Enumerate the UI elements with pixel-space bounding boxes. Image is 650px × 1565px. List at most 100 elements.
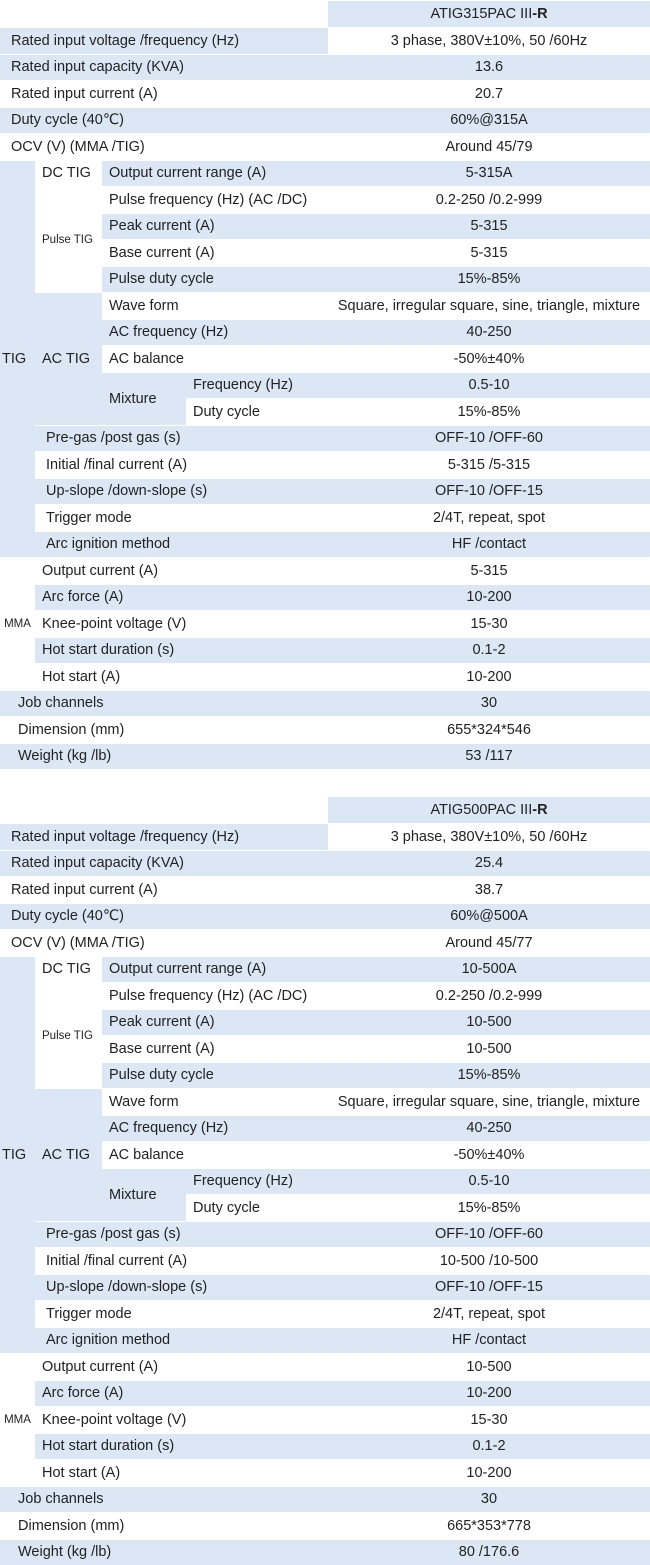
spec-label: Up-slope /down-slope (s) xyxy=(35,477,328,505)
spec-value: Around 45/79 xyxy=(328,133,650,160)
spec-row: Peak current (A) 10-500 xyxy=(0,1008,650,1036)
spec-label: Arc force (A) xyxy=(35,583,328,611)
spec-value: 665*353*778 xyxy=(328,1512,650,1539)
spec-row: Arc force (A) 10-200 xyxy=(0,583,650,611)
spec-label: Output current range (A) xyxy=(102,955,328,983)
ac-tig-label: AC TIG xyxy=(35,292,102,425)
spec-value: 0.2-250 /0.2-999 xyxy=(328,982,650,1009)
spec-row: Rated input voltage /frequency (Hz) 3 pha… xyxy=(0,27,650,54)
spec-value: Around 45/77 xyxy=(328,929,650,956)
spec-label: AC balance xyxy=(102,345,328,372)
spec-row: Hot start duration (s) 0.1-2 xyxy=(0,636,650,664)
spec-row: Arc ignition method HF /contact xyxy=(0,1326,650,1354)
spec-row: Weight (kg /lb) 53 /117 xyxy=(0,742,650,769)
spec-row: AC frequency (Hz) 40-250 xyxy=(0,1114,650,1142)
spec-row: Initial /final current (A) 10-500 /10-500 xyxy=(0,1247,650,1274)
spec-value: 10-500 xyxy=(328,1353,650,1380)
spec-label: Trigger mode xyxy=(35,504,328,531)
spec-value: 15%-85% xyxy=(328,265,650,293)
spec-value: 30 xyxy=(328,689,650,717)
spec-label: Rated input voltage /frequency (Hz) xyxy=(0,823,328,850)
spec-value: 5-315A xyxy=(328,159,650,187)
spec-row: AC TIG Wave form Square, irregular squar… xyxy=(0,292,650,425)
spec-value: 25.4 xyxy=(328,849,650,877)
spec-label: Weight (kg /lb) xyxy=(0,1538,328,1565)
spec-label: Hot start (A) xyxy=(35,1459,328,1486)
spec-label: Rated input voltage /frequency (Hz) xyxy=(0,27,328,54)
spec-label: Dimension (mm) xyxy=(0,1512,328,1539)
spec-label: Output current (A) xyxy=(35,557,328,584)
spec-label: Duty cycle xyxy=(186,398,328,425)
spec-value: 5-315 xyxy=(328,239,650,266)
spec-value: 0.1-2 xyxy=(328,1432,650,1460)
model-name: ATIG315PAC III-R xyxy=(328,0,650,28)
spec-label: Duty cycle (40℃) xyxy=(0,106,328,134)
spec-row: Pre-gas /post gas (s) OFF-10 /OFF-60 xyxy=(0,424,650,452)
spec-label: Hot start (A) xyxy=(35,663,328,690)
spec-value: 10-200 xyxy=(328,1379,650,1407)
spec-table: ATIG500PAC III-R Rated input voltage /fr… xyxy=(0,796,650,1565)
spec-row: AC TIG Wave form Square, irregular squar… xyxy=(0,1088,650,1221)
spec-value: 3 phase, 380V±10%, 50 /60Hz xyxy=(328,27,650,54)
spec-row: Knee-point voltage (V) 15-30 xyxy=(0,1406,650,1433)
spec-value: 0.1-2 xyxy=(328,636,650,664)
spec-value: 40-250 xyxy=(328,1114,650,1142)
dc-tig-label: DC TIG xyxy=(35,955,102,983)
spec-value: HF /contact xyxy=(328,1326,650,1354)
spec-row: Job channels 30 xyxy=(0,689,650,717)
spec-value: 15%-85% xyxy=(328,1194,650,1221)
spec-label: Pulse duty cycle xyxy=(102,265,328,293)
spec-row: Hot start (A) 10-200 xyxy=(0,663,650,690)
spec-label: Hot start duration (s) xyxy=(35,1432,328,1460)
spec-value: 10-500A xyxy=(328,955,650,983)
spec-value: 2/4T, repeat, spot xyxy=(328,1300,650,1327)
model-name: ATIG500PAC III-R xyxy=(328,796,650,824)
spec-row: Knee-point voltage (V) 15-30 xyxy=(0,610,650,637)
spec-row: Mixture Frequency (Hz) 0.5-10 xyxy=(0,371,650,425)
spec-value: 15%-85% xyxy=(328,398,650,425)
spec-label: Pre-gas /post gas (s) xyxy=(35,1220,328,1248)
spec-row: Rated input voltage /frequency (Hz) 3 pha… xyxy=(0,823,650,850)
spec-row: Duty cycle 15%-85% xyxy=(0,398,650,425)
spec-value: 15-30 xyxy=(328,1406,650,1433)
spec-row: Up-slope /down-slope (s) OFF-10 /OFF-15 xyxy=(0,477,650,505)
spec-row: Job channels 30 xyxy=(0,1485,650,1513)
spec-label: Knee-point voltage (V) xyxy=(35,610,328,637)
spec-label: Job channels xyxy=(0,689,328,717)
spec-label: Trigger mode xyxy=(35,1300,328,1327)
spec-value: 655*324*546 xyxy=(328,716,650,743)
spec-value: OFF-10 /OFF-60 xyxy=(328,1220,650,1248)
spec-label: Frequency (Hz) xyxy=(186,1167,328,1195)
spec-row: MMA Output current (A) 5-315 xyxy=(0,557,650,690)
spec-value: 10-500 /10-500 xyxy=(328,1247,650,1274)
spec-label: Job channels xyxy=(0,1485,328,1513)
spec-label: AC frequency (Hz) xyxy=(102,1114,328,1142)
spec-row: Pulse duty cycle 15%-85% xyxy=(0,1061,650,1089)
spec-label: Wave form xyxy=(102,292,328,319)
spec-value: 60%@500A xyxy=(328,902,650,930)
spec-row: Hot start duration (s) 0.1-2 xyxy=(0,1432,650,1460)
spec-value: 3 phase, 380V±10%, 50 /60Hz xyxy=(328,823,650,850)
spec-value: HF /contact xyxy=(328,530,650,558)
spec-label: Wave form xyxy=(102,1088,328,1115)
mixture-label: Mixture xyxy=(102,1167,186,1221)
pulse-tig-label: Pulse TIG xyxy=(35,186,102,293)
spec-label: AC frequency (Hz) xyxy=(102,318,328,346)
header-row: ATIG315PAC III-R xyxy=(0,0,650,28)
spec-row: Initial /final current (A) 5-315 /5-315 xyxy=(0,451,650,478)
spec-value: 5-315 xyxy=(328,212,650,240)
spec-row: OCV (V) (MMA /TIG) Around 45/77 xyxy=(0,929,650,956)
spec-value: 15-30 xyxy=(328,610,650,637)
spec-value: 10-200 xyxy=(328,663,650,690)
spec-value: 0.2-250 /0.2-999 xyxy=(328,186,650,213)
spec-label: OCV (V) (MMA /TIG) xyxy=(0,929,328,956)
spec-label: Arc ignition method xyxy=(35,1326,328,1354)
spec-value: 10-200 xyxy=(328,583,650,611)
spec-row: Peak current (A) 5-315 xyxy=(0,212,650,240)
spec-label: Pulse duty cycle xyxy=(102,1061,328,1089)
spec-row: Arc force (A) 10-200 xyxy=(0,1379,650,1407)
mma-group-label: MMA xyxy=(0,557,35,690)
spec-row: TIG DC TIG Output current range (A) 5-31… xyxy=(0,159,650,558)
spec-row: Pre-gas /post gas (s) OFF-10 /OFF-60 xyxy=(0,1220,650,1248)
spec-value: 13.6 xyxy=(328,53,650,81)
